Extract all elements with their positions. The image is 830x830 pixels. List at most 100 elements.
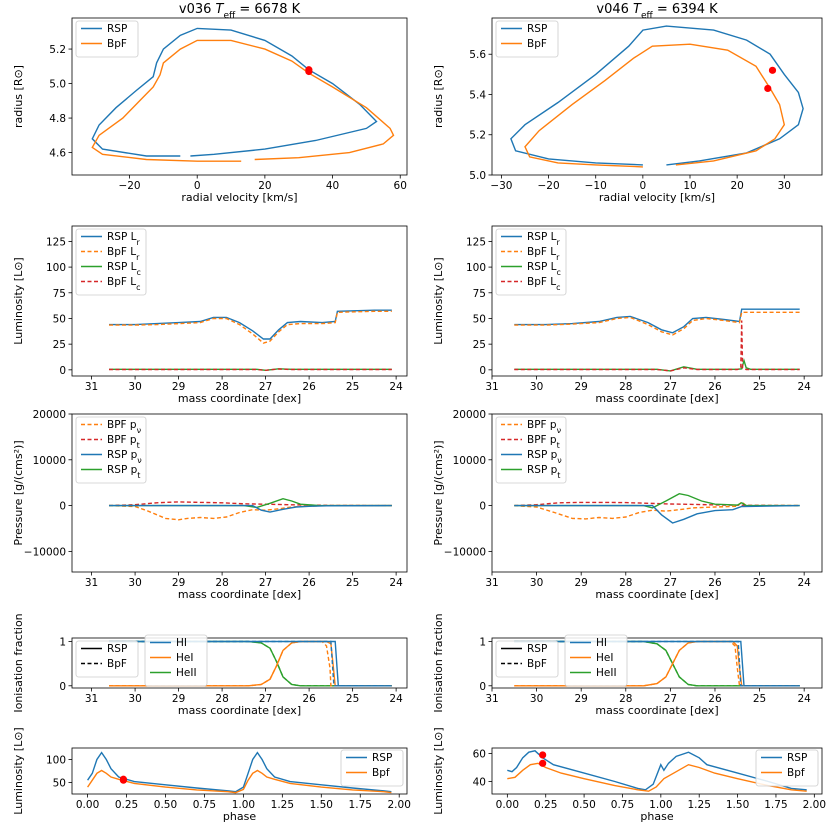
- plot-frame: [71, 413, 408, 573]
- title-value: = 6678 K: [235, 2, 300, 17]
- y-axis-label: Ionisation fraction: [432, 613, 445, 712]
- title-teff: T: [216, 2, 225, 17]
- x-tick-label: 25: [753, 381, 766, 393]
- x-tick-label: 24: [389, 577, 403, 589]
- panel-p21: 31 30 29 28 27 26 25 24 −10000 0 10000 20000 mass co…: [432, 409, 823, 601]
- legend-label: BpF: [527, 38, 547, 50]
- x-tick-label: 0: [640, 180, 647, 192]
- subscript: ν: [137, 456, 142, 465]
- y-tick-label: 4.6: [49, 148, 66, 160]
- x-tick-label: 25: [346, 577, 359, 589]
- y-tick-label: 4.8: [49, 113, 66, 125]
- x-tick-label: 29: [575, 577, 588, 589]
- y-tick-label: 60: [473, 749, 486, 761]
- legend-label: BpF Lc: [527, 276, 561, 292]
- legend-label-text: HI: [176, 637, 187, 649]
- y-tick-label: 25: [53, 339, 66, 351]
- legend-label-text: HeII: [596, 667, 617, 679]
- x-tick-label: 28: [619, 577, 632, 589]
- legend-label-text: RSP L: [107, 231, 137, 243]
- legend-label-text: RSP p: [107, 449, 138, 461]
- x-tick-label: 1.25: [271, 799, 294, 811]
- legend-label: Bpf: [372, 767, 390, 779]
- x-tick-label: 40: [326, 180, 339, 192]
- x-tick-label: 26: [708, 577, 722, 589]
- x-tick-label: 20: [730, 180, 743, 192]
- title-teff-sub: eff: [641, 11, 654, 21]
- legend-box: [495, 20, 559, 58]
- series-line-hei-bpf: [109, 640, 392, 687]
- y-tick-label: 5.2: [469, 130, 486, 142]
- legend-label-text: BpF: [527, 658, 547, 670]
- marker-point: [768, 66, 777, 74]
- panel-p01: −30 −20 −10 0 10 20 30 5.0 5.2 5.4 5.6 radial veloc…: [432, 2, 823, 204]
- legend-label: HeI: [596, 652, 613, 664]
- y-tick-label: 0: [479, 501, 486, 513]
- x-tick-label: 1.50: [310, 799, 333, 811]
- legend-label: BPF pt: [527, 434, 560, 450]
- y-axis-label: Luminosity [L⊙]: [12, 257, 25, 344]
- series-line-hi-bpf: [109, 640, 392, 687]
- x-axis-label: mass coordinate [dex]: [595, 704, 718, 717]
- panel-p40: 0.00 0.25 0.50 0.75 1.00 1.25 1.50 1.75 2.00 50 10…: [12, 727, 411, 823]
- legend-label-text: BPF p: [527, 434, 557, 446]
- legend-label: HeII: [176, 667, 197, 679]
- series-line-bpf-lr: [109, 310, 392, 344]
- x-tick-label: 24: [389, 381, 403, 393]
- x-tick-label: 25: [346, 693, 359, 705]
- chart-title: v046 Teff = 6394 K: [596, 2, 718, 21]
- y-axis-label: Ionisation fraction: [12, 613, 25, 712]
- subscript: t: [557, 441, 560, 450]
- legend-label-text: BPF p: [527, 419, 557, 431]
- legend-label: RSP Lr: [527, 231, 560, 247]
- legend-label: HeII: [596, 667, 617, 679]
- x-tick-label: 26: [708, 381, 722, 393]
- y-tick-label: 40: [473, 776, 486, 788]
- plot-frame: [491, 17, 823, 176]
- x-tick-label: 28: [619, 381, 632, 393]
- legend-label-text: RSP: [527, 643, 547, 655]
- legend-label: BpF: [527, 658, 547, 670]
- marker-point: [764, 84, 772, 93]
- y-tick-label: 50: [473, 313, 486, 325]
- subscript: t: [557, 471, 560, 480]
- plot-frame: [71, 637, 408, 689]
- x-tick-label: 0.50: [154, 799, 177, 811]
- x-tick-label: 31: [85, 381, 98, 393]
- legend-label-text: RSP: [107, 23, 127, 35]
- y-axis-label: Pressure [g/(cms²)]: [432, 440, 445, 545]
- legend-label: BpF Lc: [107, 276, 141, 292]
- y-tick-label: 5.6: [469, 49, 486, 61]
- x-axis-label: radial velocity [km/s]: [181, 191, 297, 204]
- series-line-bpf-pnu: [108, 504, 392, 521]
- legend-label-text: BpF L: [527, 246, 556, 258]
- legend-label-text: RSP: [107, 643, 127, 655]
- y-tick-label: 100: [46, 755, 66, 767]
- x-tick-label: 26: [302, 381, 316, 393]
- x-tick-label: 0.25: [115, 799, 138, 811]
- x-axis-label: phase: [223, 810, 256, 823]
- x-tick-label: 2.00: [388, 799, 411, 811]
- panel-p20: 31 30 29 28 27 26 25 24 −10000 0 10000 20000 mass co…: [12, 409, 408, 601]
- legend-box: [755, 749, 819, 787]
- y-tick-label: 10000: [33, 455, 66, 467]
- x-tick-label: 24: [797, 381, 811, 393]
- legend-label-text: RSP p: [527, 449, 558, 461]
- legend-label-text: Bpf: [372, 767, 390, 779]
- panel-p30: 31 30 29 28 27 26 25 24 0 1 mass coordinate [dex] I…: [12, 613, 408, 717]
- legend-box: [340, 749, 404, 787]
- y-tick-label: 0: [59, 501, 66, 513]
- legend-label-text: RSP L: [527, 231, 557, 243]
- subscript: c: [556, 268, 560, 277]
- x-tick-label: 30: [128, 577, 141, 589]
- x-axis-label: mass coordinate [dex]: [595, 588, 718, 601]
- x-tick-label: 28: [619, 693, 632, 705]
- legend-label: RSP: [527, 643, 547, 655]
- marker-point: [305, 67, 313, 76]
- legend-label: RSP pν: [527, 449, 562, 465]
- y-axis-label: Luminosity [L⊙]: [12, 727, 25, 814]
- x-axis-label: mass coordinate [dex]: [178, 588, 301, 601]
- legend-label: RSP pt: [107, 464, 140, 480]
- x-tick-label: 29: [172, 693, 185, 705]
- x-tick-label: 1.75: [764, 799, 787, 811]
